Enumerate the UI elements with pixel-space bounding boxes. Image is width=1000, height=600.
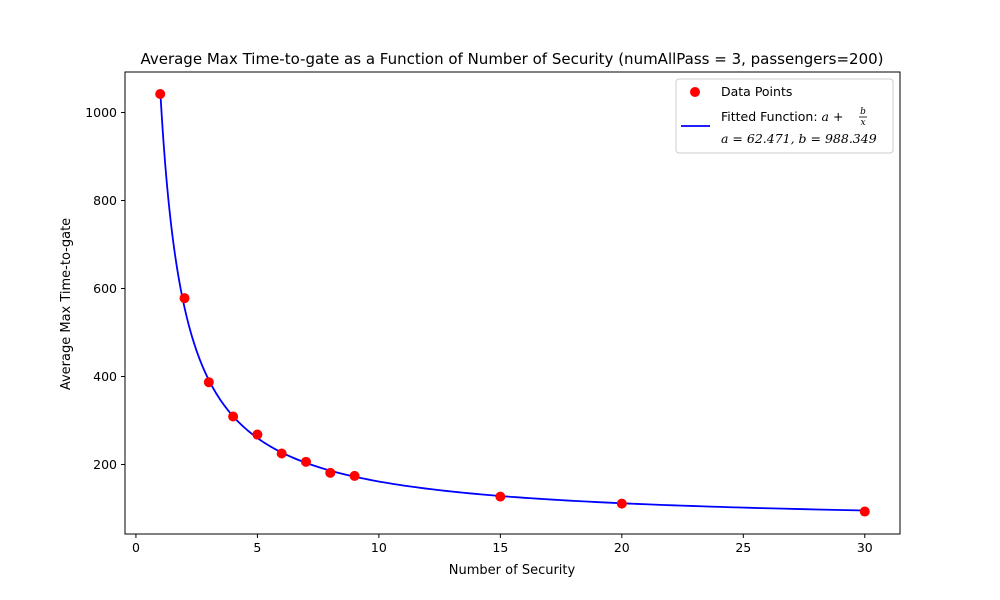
data-point — [179, 293, 190, 304]
plot-frame — [124, 71, 901, 535]
legend-scatter-label: Data Points — [721, 84, 792, 99]
data-point — [155, 89, 166, 99]
data-points-layer — [155, 89, 870, 517]
y-tick-label: 800 — [93, 193, 117, 208]
x-axis-label: Number of Security — [449, 563, 576, 578]
legend-fit-frac-den: x — [860, 118, 865, 128]
legend-fit-a: a — [822, 109, 829, 124]
y-tick-label: 1000 — [85, 105, 117, 120]
legend-fit-label: Fitted Function: a + — [721, 109, 843, 124]
y-axis-ticks: 200 400 600 800 1000 — [85, 105, 125, 472]
y-tick-label: 400 — [93, 369, 117, 384]
data-point — [859, 506, 870, 517]
fit-curve — [159, 90, 865, 512]
x-tick-label: 10 — [371, 540, 387, 555]
plot-area — [124, 71, 901, 535]
legend-fit-frac-num: b — [860, 107, 866, 117]
legend-fit-prefix: Fitted Function: — [721, 109, 822, 124]
x-tick-label: 30 — [857, 540, 873, 555]
legend-scatter-marker — [690, 87, 700, 97]
legend-box — [675, 78, 894, 154]
y-tick-label: 200 — [93, 457, 117, 472]
data-point — [276, 448, 287, 459]
data-point — [325, 467, 336, 478]
x-tick-label: 15 — [492, 540, 508, 555]
x-tick-label: 0 — [132, 540, 140, 555]
legend-fit-params: a = 62.471, b = 988.349 — [721, 131, 877, 146]
legend-fit-plus: + — [829, 109, 843, 124]
data-point — [495, 491, 506, 502]
x-tick-label: 25 — [735, 540, 751, 555]
chart-title: Average Max Time-to-gate as a Function o… — [140, 50, 883, 68]
y-axis-label: Average Max Time-to-gate — [59, 218, 74, 390]
data-point — [349, 470, 360, 481]
data-point — [203, 377, 214, 388]
legend: Data Points Fitted Function: a + b x a =… — [675, 78, 894, 154]
data-point — [616, 498, 627, 509]
x-tick-label: 20 — [614, 540, 630, 555]
x-axis-ticks: 0 5 10 15 20 25 30 — [132, 534, 873, 555]
fit-curve-layer — [159, 90, 865, 512]
data-point — [228, 411, 239, 422]
y-tick-label: 600 — [93, 281, 117, 296]
data-point — [300, 456, 311, 467]
data-point — [252, 429, 263, 440]
x-tick-label: 5 — [253, 540, 261, 555]
